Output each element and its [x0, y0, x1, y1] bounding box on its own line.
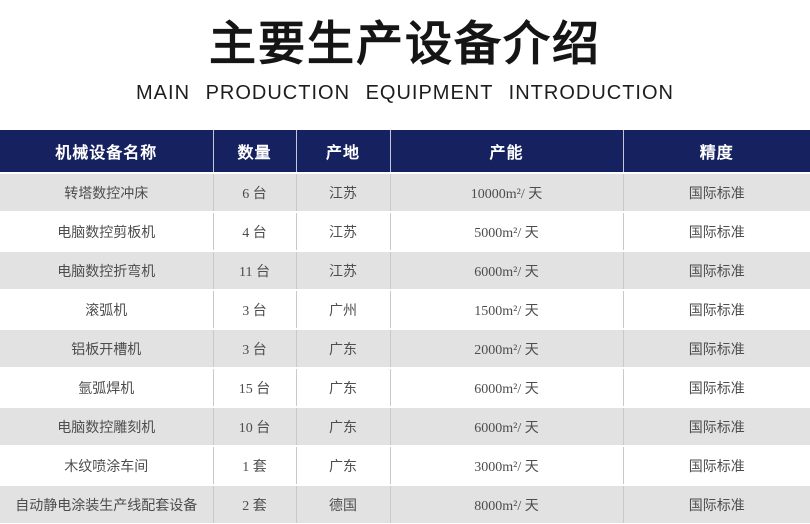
cell-capacity: 6000m²/ 天 — [390, 251, 624, 291]
equipment-table: 机械设备名称 数量 产地 产能 精度 转塔数控冲床 6 台江苏 10000m²/ 天… — [0, 130, 810, 524]
cell-precision: 国际标准 — [623, 251, 810, 291]
table-row: 氩弧焊机 15 台广东 6000m²/ 天国际标准 — [0, 368, 810, 408]
cell-origin: 广东 — [296, 407, 391, 447]
table-row: 电脑数控折弯机 11 台江苏 6000m²/ 天国际标准 — [0, 251, 810, 291]
table-row: 转塔数控冲床 6 台江苏 10000m²/ 天国际标准 — [0, 173, 810, 213]
table-row: 电脑数控剪板机 4 台江苏 5000m²/ 天国际标准 — [0, 212, 810, 252]
cell-quantity: 15 台 — [213, 368, 297, 408]
cell-precision: 国际标准 — [623, 329, 810, 369]
column-header-quantity: 数量 — [213, 130, 297, 174]
cell-origin: 德国 — [296, 485, 391, 524]
cell-name: 滚弧机 — [0, 290, 214, 330]
table-row: 木纹喷涂车间 1 套广东 3000m²/ 天国际标准 — [0, 446, 810, 486]
cell-quantity: 3 台 — [213, 290, 297, 330]
table-row: 铝板开槽机 3 台广东 2000m²/ 天国际标准 — [0, 329, 810, 369]
cell-name: 电脑数控剪板机 — [0, 212, 214, 252]
cell-name: 电脑数控雕刻机 — [0, 407, 214, 447]
cell-precision: 国际标准 — [623, 212, 810, 252]
cell-capacity: 3000m²/ 天 — [390, 446, 624, 486]
cell-precision: 国际标准 — [623, 368, 810, 408]
cell-origin: 江苏 — [296, 251, 391, 291]
cell-quantity: 11 台 — [213, 251, 297, 291]
cell-origin: 广州 — [296, 290, 391, 330]
cell-capacity: 8000m²/ 天 — [390, 485, 624, 524]
cell-name: 电脑数控折弯机 — [0, 251, 214, 291]
table-row: 电脑数控雕刻机 10 台广东 6000m²/ 天国际标准 — [0, 407, 810, 447]
cell-precision: 国际标准 — [623, 407, 810, 447]
cell-name: 氩弧焊机 — [0, 368, 214, 408]
page-subtitle: MAIN PRODUCTION EQUIPMENT INTRODUCTION — [136, 82, 674, 104]
cell-name: 木纹喷涂车间 — [0, 446, 214, 486]
column-header-capacity: 产能 — [390, 130, 624, 174]
cell-quantity: 3 台 — [213, 329, 297, 369]
table-row: 滚弧机 3 台广州 1500m²/ 天国际标准 — [0, 290, 810, 330]
cell-name: 铝板开槽机 — [0, 329, 214, 369]
cell-origin: 广东 — [296, 368, 391, 408]
cell-precision: 国际标准 — [623, 290, 810, 330]
cell-origin: 广东 — [296, 446, 391, 486]
cell-origin: 江苏 — [296, 212, 391, 252]
cell-capacity: 5000m²/ 天 — [390, 212, 624, 252]
equipment-table-header: 机械设备名称 数量 产地 产能 精度 — [0, 130, 810, 174]
cell-capacity: 1500m²/ 天 — [390, 290, 624, 330]
column-header-origin: 产地 — [296, 130, 391, 174]
cell-precision: 国际标准 — [623, 485, 810, 524]
cell-precision: 国际标准 — [623, 446, 810, 486]
cell-precision: 国际标准 — [623, 173, 810, 213]
column-header-precision: 精度 — [623, 130, 810, 174]
header-row: 机械设备名称 数量 产地 产能 精度 — [0, 130, 810, 174]
cell-origin: 广东 — [296, 329, 391, 369]
cell-capacity: 6000m²/ 天 — [390, 368, 624, 408]
cell-origin: 江苏 — [296, 173, 391, 213]
cell-quantity: 6 台 — [213, 173, 297, 213]
table-row: 自动静电涂装生产线配套设备 2 套德国 8000m²/ 天国际标准 — [0, 485, 810, 524]
cell-name: 转塔数控冲床 — [0, 173, 214, 213]
cell-capacity: 6000m²/ 天 — [390, 407, 624, 447]
page-title: 主要生产设备介绍 — [209, 17, 601, 70]
equipment-table-body: 转塔数控冲床 6 台江苏 10000m²/ 天国际标准 电脑数控剪板机 4 台江苏 500… — [0, 173, 810, 524]
cell-capacity: 10000m²/ 天 — [390, 173, 624, 213]
cell-capacity: 2000m²/ 天 — [390, 329, 624, 369]
column-header-equipment-name: 机械设备名称 — [0, 130, 214, 174]
cell-quantity: 1 套 — [213, 446, 297, 486]
cell-quantity: 2 套 — [213, 485, 297, 524]
cell-quantity: 10 台 — [213, 407, 297, 447]
cell-name: 自动静电涂装生产线配套设备 — [0, 485, 214, 524]
cell-quantity: 4 台 — [213, 212, 297, 252]
